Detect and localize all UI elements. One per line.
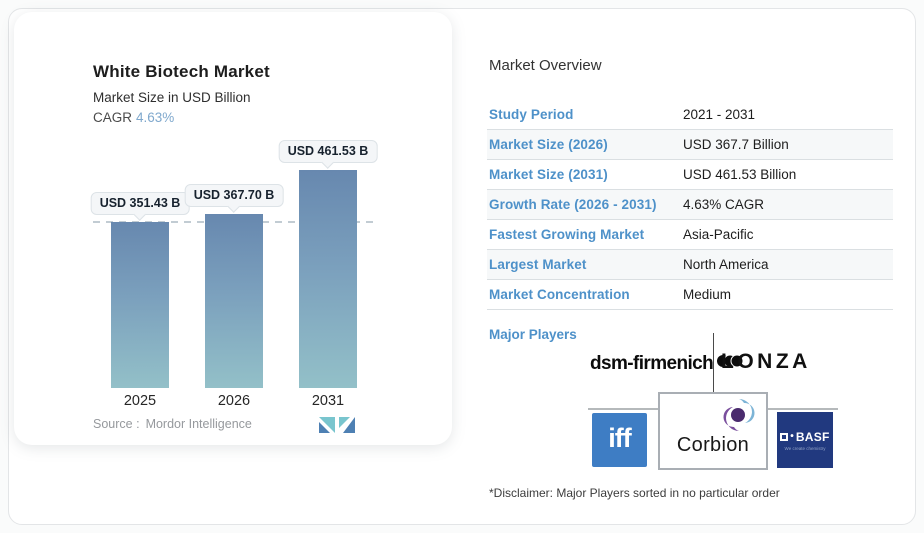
bar-2031	[299, 170, 357, 388]
iff-logo: iff	[592, 413, 647, 467]
table-row: Growth Rate (2026 - 2031) 4.63% CAGR	[487, 190, 893, 220]
corbion-logo: Corbion	[658, 392, 768, 470]
major-players-label: Major Players	[489, 327, 577, 342]
row-value: Asia-Pacific	[683, 227, 754, 242]
row-label: Growth Rate (2026 - 2031)	[489, 197, 657, 212]
players-horizontal-line-right	[768, 408, 838, 410]
players-vertical-divider	[713, 333, 714, 393]
basf-logo-text: BASF	[795, 429, 830, 444]
row-value: 2021 - 2031	[683, 107, 756, 122]
row-label: Market Concentration	[489, 287, 630, 302]
value-badge-label: USD 461.53 B	[278, 140, 378, 163]
bar-2026	[205, 214, 263, 388]
corbion-swirl-icon	[722, 397, 756, 438]
row-value: 4.63% CAGR	[683, 197, 765, 212]
chart-cagr: CAGR 4.63%	[93, 110, 174, 125]
corbion-logo-text: Corbion	[676, 434, 750, 456]
value-badge-label: USD 351.43 B	[90, 192, 190, 215]
x-axis-label-2026: 2026	[217, 393, 251, 409]
row-label: Largest Market	[489, 257, 587, 272]
source-value: Mordor Intelligence	[145, 417, 252, 431]
row-label: Market Size (2026)	[489, 137, 608, 152]
dsm-firmenich-logo-text: dsm-firmenich	[590, 352, 714, 374]
dsm-firmenich-logo: dsm-firmenich	[590, 351, 744, 376]
value-badge-label: USD 367.70 B	[184, 184, 284, 207]
basf-dot-icon: •	[790, 430, 794, 442]
overview-title: Market Overview	[489, 57, 602, 74]
table-row: Market Size (2031) USD 461.53 Billion	[487, 160, 893, 190]
basf-square-icon	[780, 432, 789, 441]
basf-logo: • BASF We create chemistry	[777, 412, 833, 468]
table-row: Largest Market North America	[487, 250, 893, 280]
row-value: Medium	[683, 287, 732, 302]
source-label: Source :	[93, 417, 140, 431]
cagr-value: 4.63%	[136, 110, 175, 125]
players-horizontal-line-left	[588, 408, 658, 410]
table-row: Market Size (2026) USD 367.7 Billion	[487, 130, 893, 160]
row-value: USD 367.7 Billion	[683, 137, 789, 152]
row-label: Fastest Growing Market	[489, 227, 645, 242]
x-axis-label-2025: 2025	[123, 393, 157, 409]
row-value: North America	[683, 257, 769, 272]
value-badge-2025: USD 351.43 B	[90, 192, 190, 215]
source-line: Source : Mordor Intelligence	[93, 417, 252, 431]
value-badge-2026: USD 367.70 B	[184, 184, 284, 207]
bar-2025	[111, 222, 169, 388]
x-axis-label-2031: 2031	[311, 393, 345, 409]
row-label: Market Size (2031)	[489, 167, 608, 182]
table-row: Market Concentration Medium	[487, 280, 893, 310]
chart-title: White Biotech Market	[93, 62, 270, 81]
lonza-logo: Lonza	[721, 350, 811, 373]
basf-logo-row: • BASF	[780, 430, 829, 444]
overview-table: Study Period 2021 - 2031 Market Size (20…	[487, 100, 893, 310]
dsm-firmenich-mark-icon	[717, 351, 744, 376]
table-row: Fastest Growing Market Asia-Pacific	[487, 220, 893, 250]
iff-logo-text: iff	[608, 423, 632, 453]
disclaimer-text: *Disclaimer: Major Players sorted in no …	[489, 486, 780, 500]
basf-tagline: We create chemistry	[784, 445, 826, 451]
chart-card: White Biotech Market Market Size in USD …	[14, 12, 452, 445]
cagr-label: CAGR	[93, 110, 133, 125]
table-row: Study Period 2021 - 2031	[487, 100, 893, 130]
value-badge-2031: USD 461.53 B	[278, 140, 378, 163]
chart-subtitle: Market Size in USD Billion	[93, 90, 251, 105]
row-value: USD 461.53 Billion	[683, 167, 797, 182]
bar-chart-plot: USD 351.43 B USD 367.70 B USD 461.53 B 2…	[90, 130, 378, 409]
mordor-intelligence-logo-icon	[318, 416, 356, 439]
row-label: Study Period	[489, 107, 574, 122]
